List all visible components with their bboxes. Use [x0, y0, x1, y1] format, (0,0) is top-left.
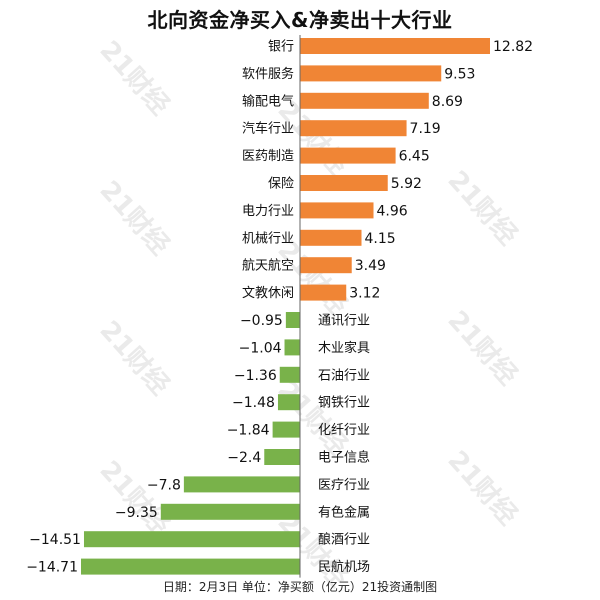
category-label: 航天航空 [242, 258, 294, 274]
value-label: −1.04 [239, 340, 282, 356]
bar [160, 503, 300, 520]
bar [279, 366, 300, 383]
category-label: 软件服务 [242, 66, 294, 82]
category-label: 化纤行业 [318, 423, 370, 438]
bar [300, 120, 407, 137]
value-label: −14.51 [29, 532, 81, 548]
bar [285, 312, 300, 328]
bar [300, 229, 362, 246]
category-label: 有色金属 [318, 504, 370, 520]
chart-title: 北向资金净买入&净卖出十大行业 [147, 8, 453, 32]
bar [300, 202, 374, 219]
value-label: −7.8 [147, 477, 181, 493]
chart-footer: 日期：2月3日 单位：净买额（亿元）21投资通制图 [162, 580, 438, 594]
value-label: 5.92 [391, 176, 422, 192]
value-label: 4.96 [377, 203, 408, 219]
bar [83, 531, 300, 548]
bar [300, 38, 490, 54]
category-label: 输配电气 [242, 93, 294, 109]
category-label: 文教休闲 [242, 285, 294, 301]
bar [300, 65, 442, 82]
bar [81, 558, 300, 575]
value-label: −2.4 [227, 450, 261, 466]
value-label: −9.35 [115, 505, 158, 521]
category-label: 机械行业 [242, 231, 294, 246]
bar [300, 147, 396, 164]
value-label: −1.36 [234, 368, 277, 384]
bar [277, 394, 300, 411]
category-label: 电力行业 [242, 204, 294, 219]
value-label: 8.69 [432, 94, 463, 110]
value-label: 3.49 [355, 258, 386, 274]
category-label: 医疗行业 [318, 478, 370, 493]
value-label: 3.12 [349, 286, 380, 302]
value-label: −1.84 [227, 423, 270, 439]
bar [300, 92, 429, 109]
category-label: 汽车行业 [242, 121, 294, 137]
value-label: 6.45 [399, 149, 430, 165]
value-label: 4.15 [365, 231, 396, 247]
bar [264, 449, 300, 465]
category-label: 民航机场 [318, 559, 370, 575]
category-label: 医药制造 [242, 149, 294, 164]
category-label: 石油行业 [318, 368, 370, 383]
bar [300, 284, 347, 301]
category-label: 木业家具 [318, 340, 370, 356]
category-label: 电子信息 [318, 450, 370, 466]
value-label: −14.71 [26, 560, 78, 576]
bar [183, 476, 300, 493]
category-label: 酿酒行业 [318, 532, 370, 548]
bar [284, 339, 300, 356]
value-label: 9.53 [444, 66, 475, 82]
bar [300, 257, 352, 274]
category-label: 保险 [268, 177, 294, 192]
value-label: −0.95 [240, 313, 283, 329]
category-label: 通讯行业 [318, 314, 370, 329]
category-label: 银行 [268, 40, 294, 55]
bar [300, 175, 388, 191]
value-label: −1.48 [232, 395, 275, 411]
value-label: 7.19 [410, 121, 441, 137]
bar [272, 421, 300, 438]
category-label: 钢铁行业 [318, 396, 370, 411]
value-label: 12.82 [493, 39, 533, 55]
